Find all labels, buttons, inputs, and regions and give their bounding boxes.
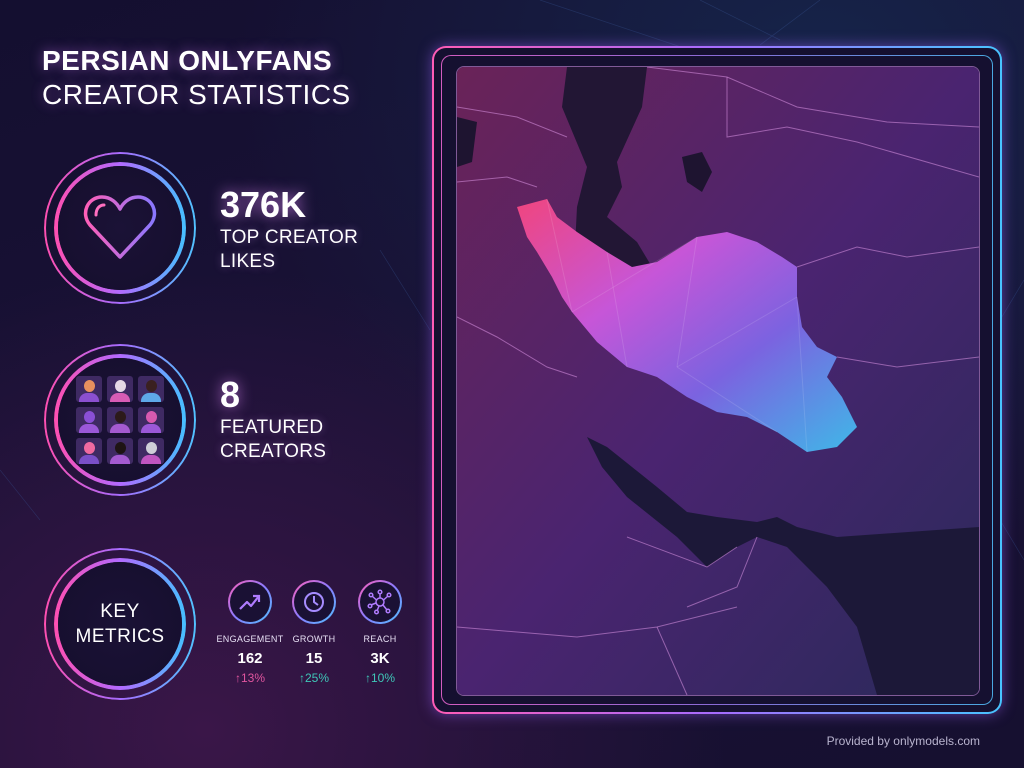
avatar (138, 407, 164, 433)
clock-icon (304, 592, 324, 612)
trending-up-icon (239, 594, 261, 610)
avatar (107, 438, 133, 464)
likes-label: TOP CREATOR LIKES (220, 227, 359, 272)
avatar (76, 376, 102, 402)
avatar (138, 438, 164, 464)
title-line-2: CREATOR STATISTICS (42, 79, 351, 110)
map-panel (432, 46, 1002, 714)
metric-growth: GROWTH 15 ↑25% (279, 580, 349, 685)
map (456, 66, 980, 696)
metric-engagement: ENGAGEMENT 162 ↑13% (215, 580, 285, 685)
footer-credit: Provided by onlymodels.com (826, 734, 980, 748)
avatar (138, 376, 164, 402)
likes-value: 376K (220, 184, 307, 225)
middle-east-map (457, 67, 979, 695)
key-metrics-ring: KEY METRICS (44, 548, 196, 700)
metric-reach: REACH 3K ↑10% (345, 580, 415, 685)
page-title: PERSIAN ONLYFANS CREATOR STATISTICS (42, 44, 351, 112)
key-metrics-label: KEY METRICS (75, 601, 165, 647)
creators-label: FEATURED CREATORS (220, 417, 327, 462)
creators-ring (44, 344, 196, 496)
heart-icon (83, 195, 157, 259)
creator-grid-icon (76, 376, 164, 464)
avatar (107, 376, 133, 402)
title-line-1: PERSIAN ONLYFANS (42, 45, 333, 76)
creators-value: 8 (220, 374, 241, 415)
network-icon (367, 589, 392, 615)
avatar (76, 438, 102, 464)
likes-ring (44, 152, 196, 304)
avatar (107, 407, 133, 433)
avatar (76, 407, 102, 433)
